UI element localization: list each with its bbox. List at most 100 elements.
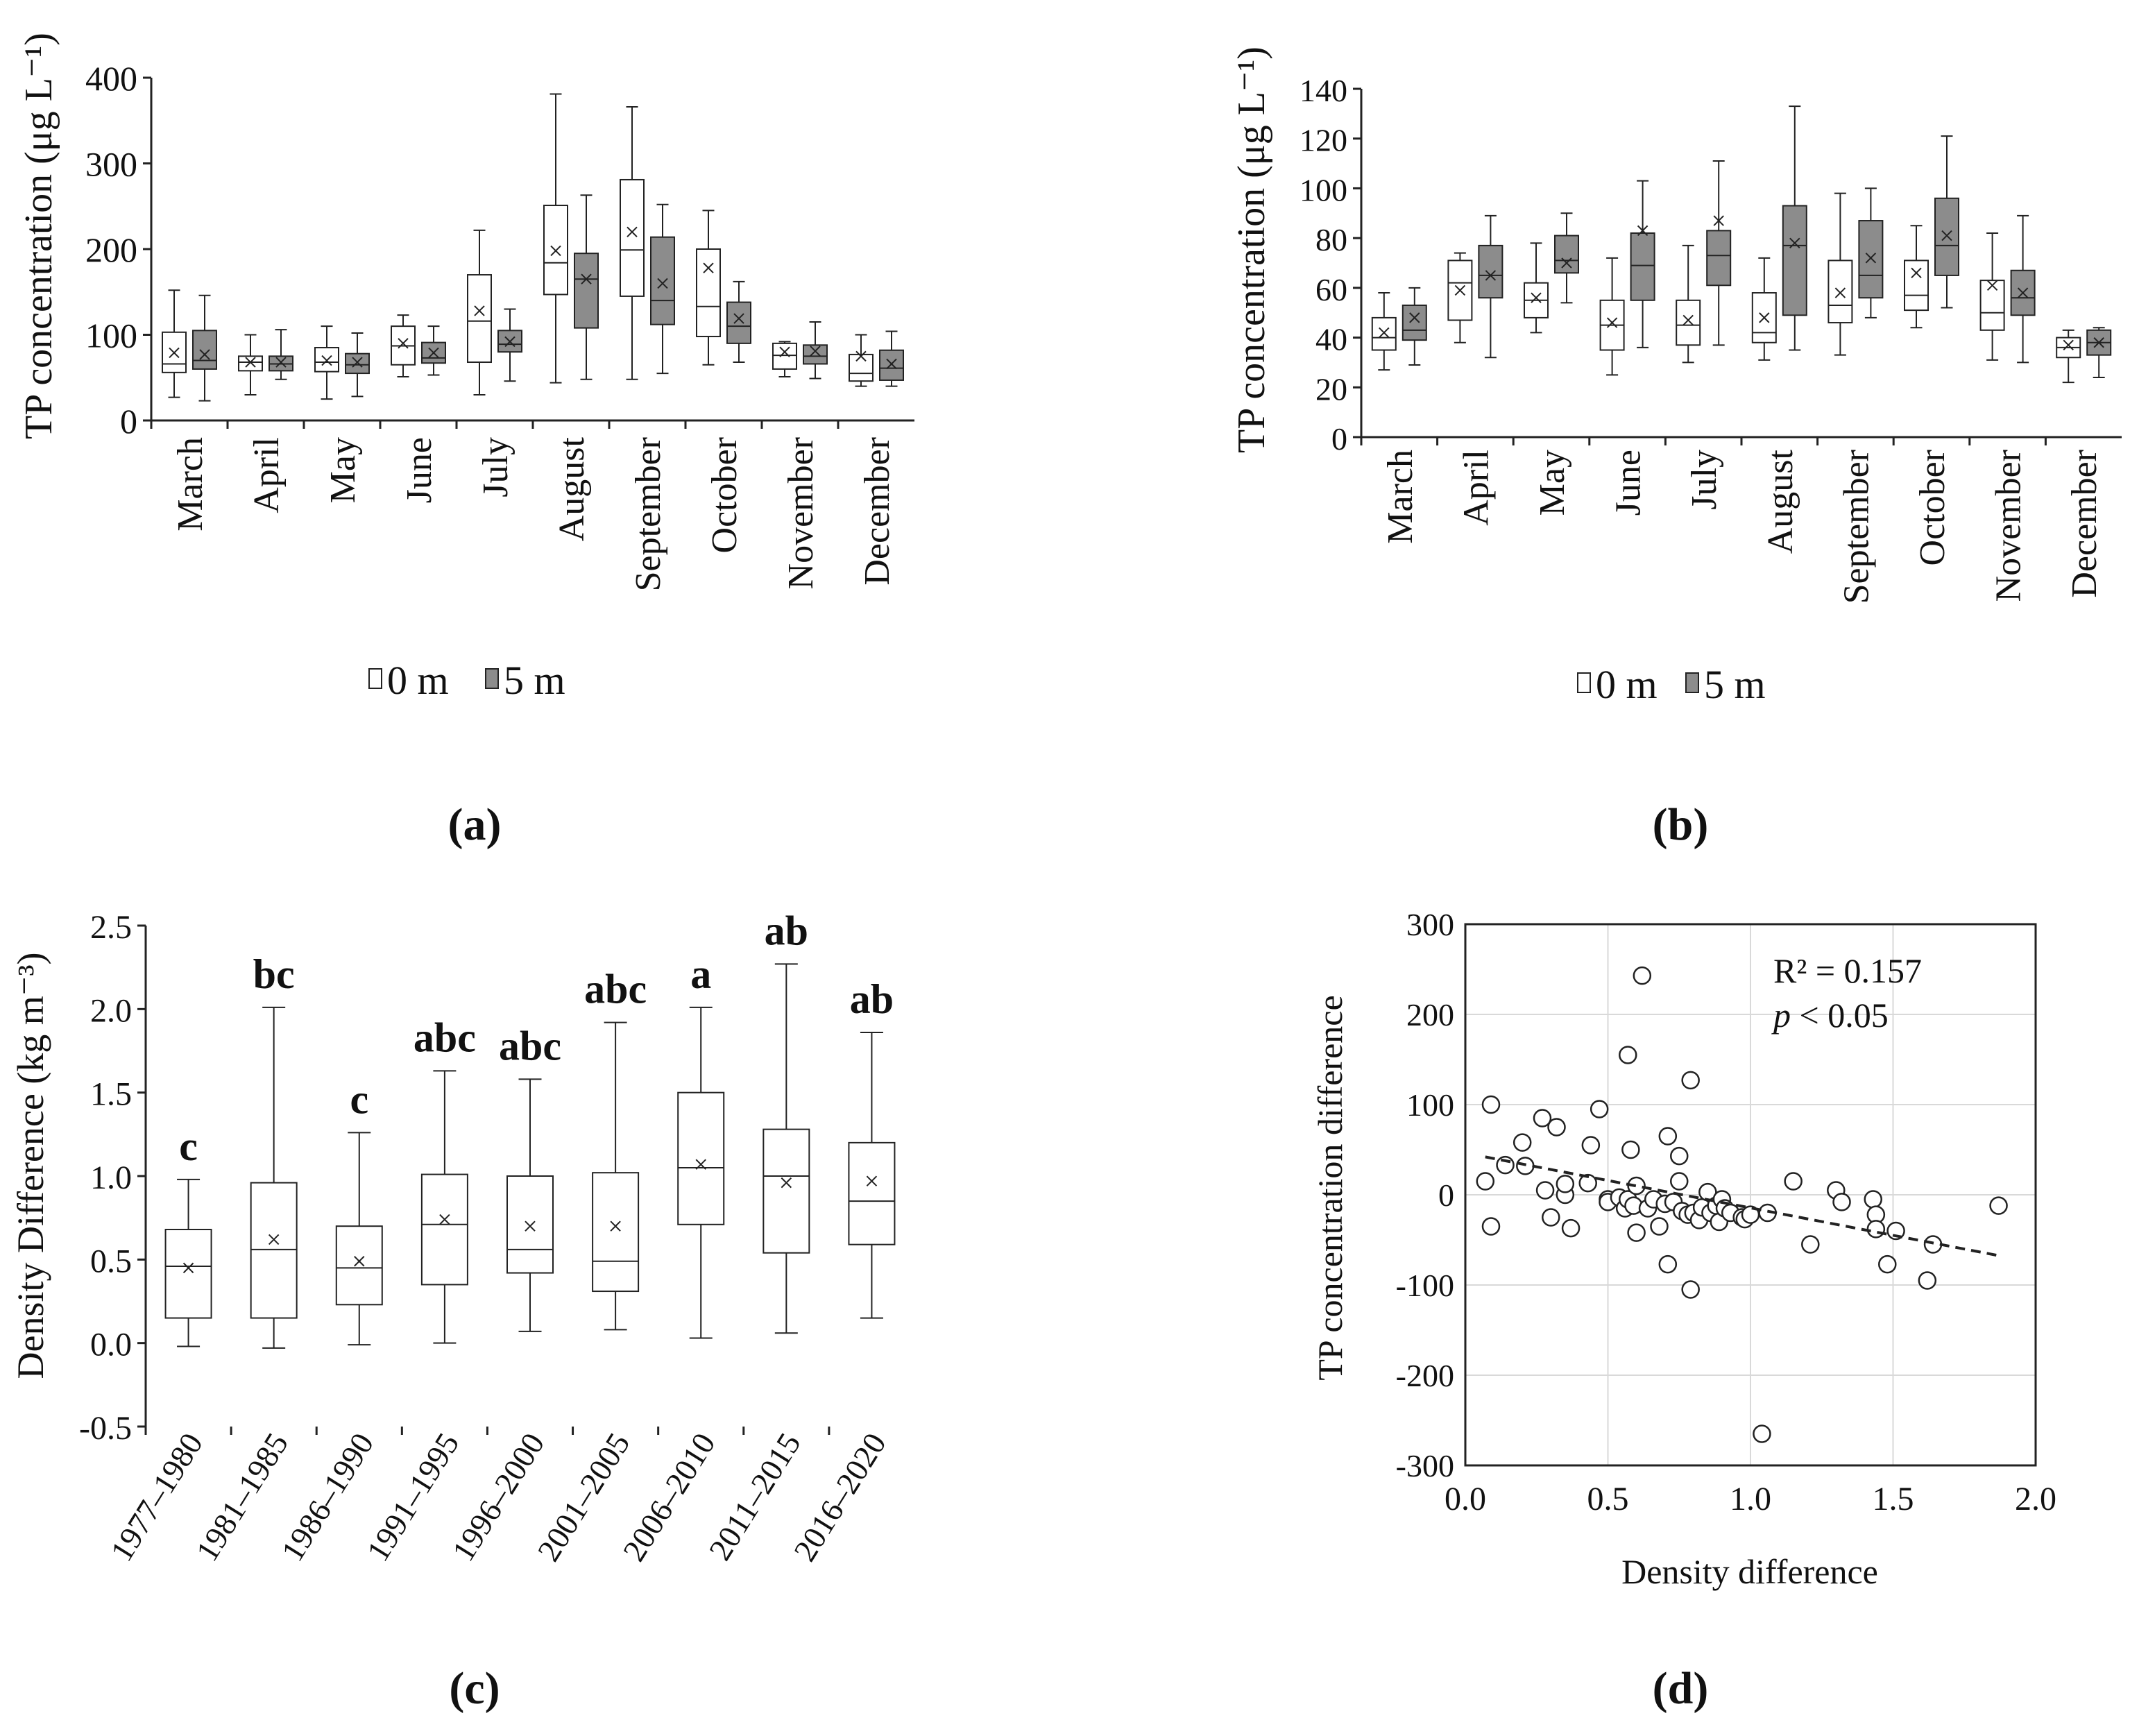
scatter-point [1658, 1254, 1678, 1274]
box-iqr [1371, 316, 1397, 351]
panel-d: 0.0 0.5 1.0 1.5 2.0 -300 -200 -100 0 100 200 300 TP… [1311, 907, 2056, 1714]
scatter-point [1784, 1172, 1803, 1191]
box-5m-July [497, 308, 522, 382]
mean-marker [1454, 284, 1466, 296]
box-iqr [1904, 259, 1929, 312]
x-tick-label: July [1685, 450, 1724, 510]
box-0m-March [1371, 292, 1397, 371]
mean-marker [1713, 215, 1724, 226]
scatter-point [1886, 1221, 1905, 1241]
box-iqr [1979, 280, 2005, 331]
x-tick-label: October [1913, 450, 1952, 565]
mean-marker [1789, 237, 1800, 249]
box-iqr [803, 344, 828, 365]
mean-marker [695, 1159, 706, 1170]
x-tick-label: March [171, 437, 210, 531]
box-iqr [1554, 235, 1579, 274]
y-tick-label: -300 [1396, 1448, 1454, 1483]
y-tick-label: 400 [85, 59, 137, 98]
mean-marker [504, 336, 516, 348]
mean-marker [169, 347, 180, 359]
scatter-point [1578, 1173, 1597, 1193]
box-5m-December [2086, 327, 2112, 378]
mean-marker [199, 349, 210, 360]
x-tick-label: September [1837, 450, 1876, 604]
box-0m-October [696, 210, 721, 366]
panel-b-ylabel: TP concentration (μg L⁻¹) [1230, 46, 1273, 453]
legend-label-0m: 0 m [1596, 662, 1658, 707]
mean-marker [657, 278, 668, 289]
legend-swatch-5m [485, 668, 499, 689]
box-5m-April [1478, 214, 1503, 359]
mean-marker [428, 347, 439, 359]
box-5m-August [1782, 105, 1807, 351]
legend-label-0m: 0 m [387, 658, 449, 703]
scatter-point [1866, 1220, 1886, 1239]
box-iqr [420, 1173, 468, 1286]
scatter-point [1627, 1223, 1646, 1242]
y-tick-label: 0.0 [90, 1327, 132, 1363]
panel-a-legend: 0 m 5 m [368, 658, 565, 703]
mean-marker [1941, 230, 1952, 241]
y-tick-label: 2.0 [90, 992, 132, 1029]
mean-marker [2093, 337, 2104, 348]
p-italic: p [1771, 996, 1791, 1035]
mean-marker [550, 245, 561, 257]
box-0m-March [162, 289, 187, 398]
box-iqr [849, 353, 874, 382]
trend-line [1485, 1155, 2002, 1258]
y-tick-label: 140 [1300, 73, 1347, 108]
mean-marker [781, 1177, 792, 1189]
mean-marker [779, 346, 790, 357]
box-density-2006–2010 [677, 1006, 725, 1339]
mean-marker [1834, 287, 1846, 298]
box-5m-November [2010, 214, 2036, 364]
x-tick-label: December [858, 437, 897, 586]
x-tick-label: October [705, 437, 744, 553]
box-iqr [1934, 197, 1959, 276]
mean-marker [886, 358, 897, 370]
legend-swatch-5m [1685, 672, 1699, 693]
scatter-point [1476, 1172, 1495, 1191]
x-tick-label: May [323, 437, 363, 503]
box-iqr [592, 1172, 640, 1293]
mean-marker [439, 1214, 450, 1225]
y-tick-label: 2.5 [90, 909, 132, 946]
panel-c-ylabel: Density Difference (kg m⁻³) [10, 953, 51, 1379]
scatter-point [1535, 1181, 1555, 1200]
box-5m-June [1630, 180, 1655, 348]
mean-marker [810, 346, 821, 357]
y-tick-label: -200 [1396, 1358, 1454, 1393]
scatter-point [1918, 1271, 1937, 1290]
x-tick-label: November [781, 437, 821, 589]
box-iqr [1478, 244, 1503, 299]
box-0m-November [1979, 232, 2005, 361]
panel-d-xlabel: Density difference [1621, 1552, 1878, 1591]
box-iqr [345, 352, 370, 375]
scatter-point [1801, 1235, 1820, 1254]
significance-letter: abc [584, 967, 647, 1012]
box-density-1991–1995 [420, 1070, 468, 1344]
scatter-point [1542, 1208, 1560, 1227]
y-tick-label: -100 [1396, 1268, 1454, 1303]
box-5m-September [1858, 187, 1884, 318]
mean-marker [1637, 225, 1648, 237]
scatter-point [1670, 1172, 1689, 1191]
box-iqr [467, 274, 492, 364]
y-tick-label: 40 [1315, 322, 1347, 357]
significance-letter: c [350, 1076, 368, 1122]
panel-b-legend: 0 m 5 m [1577, 662, 1766, 707]
x-tick-label: 1.5 [1873, 1481, 1914, 1517]
significance-letter: ab [850, 976, 894, 1022]
box-0m-May [314, 325, 339, 400]
y-tick-label: 20 [1315, 371, 1347, 407]
scatter-point [1681, 1280, 1700, 1299]
box-0m-August [1751, 257, 1777, 361]
box-iqr [506, 1175, 554, 1274]
y-tick-label: 80 [1315, 222, 1347, 257]
x-tick-label: April [1456, 450, 1496, 526]
x-tick-label: June [1609, 450, 1648, 516]
box-iqr [726, 301, 751, 344]
scatter-point [1481, 1217, 1501, 1236]
